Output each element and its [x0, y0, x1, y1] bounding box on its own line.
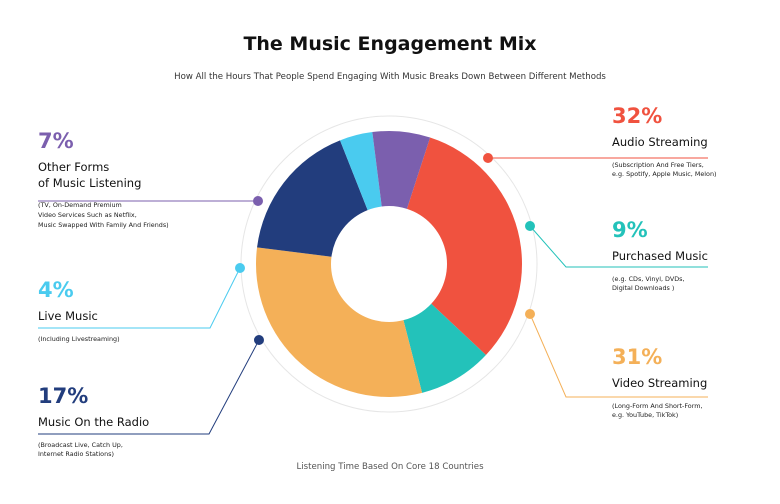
percent-label: 7% — [38, 129, 74, 153]
label-block-live-music: 4% Live Music (Including Livestreaming) — [38, 280, 120, 344]
leader-line-purchased-music — [529, 225, 708, 268]
category-label: Other Forms of Music Listening — [38, 160, 142, 190]
category-label: Live Music — [38, 309, 98, 323]
category-label: Purchased Music — [612, 249, 708, 263]
percent-label: 31% — [612, 345, 663, 369]
label-block-video-streaming: 31% Video Streaming (Long-Form And Short-F… — [612, 347, 707, 421]
category-note: (TV, On-Demand Premium Video Services Suc… — [38, 201, 169, 229]
leader-line-live-music — [38, 267, 241, 329]
category-note: (Broadcast Live, Catch Up, Internet Radio… — [38, 440, 123, 459]
leader-dot-music-on-the-radio — [254, 335, 264, 345]
category-note: (Subscription And Free Tiers, e.g. Spotif… — [612, 160, 717, 179]
label-block-purchased-music: 9% Purchased Music (e.g. CDs, Vinyl, DVDs,… — [612, 220, 708, 294]
label-block-music-on-the-radio: 17% Music On the Radio (Broadcast Live, Ca… — [38, 386, 149, 460]
slice-purchased-music — [403, 303, 486, 393]
leader-dot-other-forms-of-music-listening — [253, 196, 263, 206]
slice-video-streaming — [256, 247, 423, 397]
label-block-audio-streaming: 32% Audio Streaming (Subscription And Free… — [612, 106, 717, 180]
leader-line-video-streaming — [529, 313, 708, 398]
chart-title: The Music Engagement Mix — [243, 33, 537, 55]
slice-other-forms-of-music-listening — [372, 131, 431, 209]
leader-dot-audio-streaming — [483, 153, 493, 163]
slice-live-music — [340, 132, 382, 211]
percent-label: 9% — [612, 218, 648, 242]
category-label: Audio Streaming — [612, 135, 708, 149]
category-note: (Including Livestreaming) — [38, 334, 120, 343]
percent-label: 17% — [38, 384, 89, 408]
leader-line-music-on-the-radio — [38, 339, 260, 435]
leader-dot-video-streaming — [525, 309, 535, 319]
percent-label: 4% — [38, 278, 74, 302]
label-block-other-forms-of-music-listening: 7% Other Forms of Music Listening (TV, On-D… — [38, 131, 169, 231]
leader-dot-live-music — [235, 263, 245, 273]
slice-music-on-the-radio — [257, 140, 368, 257]
percent-label: 32% — [612, 104, 663, 128]
slice-audio-streaming — [406, 137, 522, 356]
category-label: Video Streaming — [612, 376, 708, 390]
category-note: (e.g. CDs, Vinyl, DVDs, Digital Downloads… — [612, 274, 685, 293]
category-label: Music On the Radio — [38, 415, 150, 429]
chart-subtitle: How All the Hours That People Spend Enga… — [174, 72, 606, 82]
chart-footer: Listening Time Based On Core 18 Countrie… — [296, 462, 484, 472]
category-note: (Long-Form And Short-Form, e.g. YouTube, … — [612, 401, 703, 420]
leader-dot-purchased-music — [525, 221, 535, 231]
